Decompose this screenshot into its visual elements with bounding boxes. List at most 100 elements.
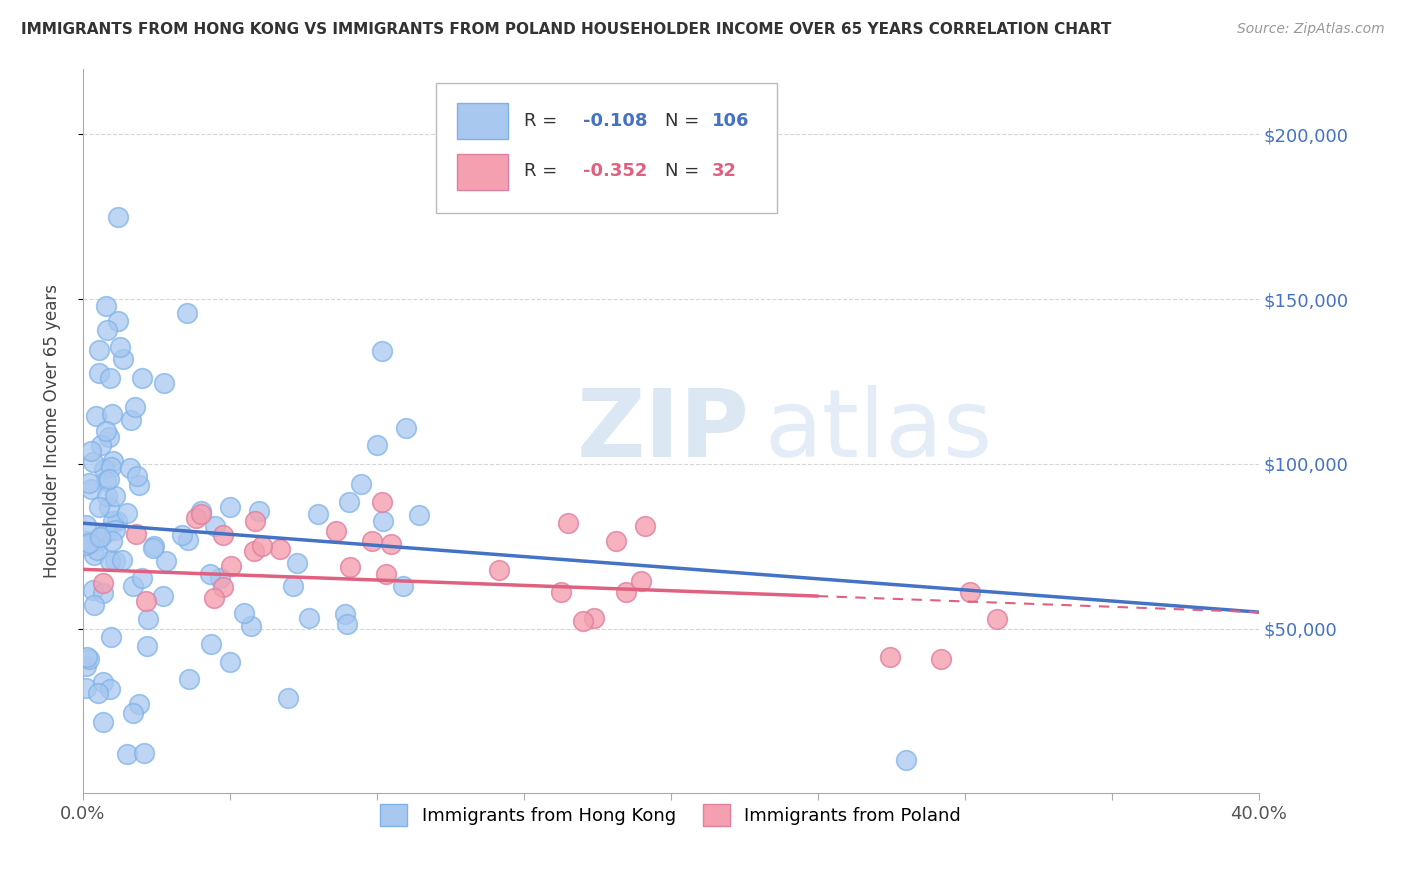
Point: [115, 747, 138, 761]
Point: [370, 344, 392, 359]
Point: [247, 504, 270, 518]
Text: 32: 32: [711, 162, 737, 180]
Text: atlas: atlas: [765, 385, 993, 477]
Point: [107, 210, 129, 224]
Point: [82, 582, 104, 597]
Point: [104, 523, 127, 537]
Point: [94, 474, 117, 488]
Point: [298, 611, 321, 625]
Point: [374, 567, 396, 582]
Point: [136, 640, 159, 654]
Point: [115, 506, 138, 520]
Point: [87, 686, 110, 700]
Point: [269, 541, 291, 556]
Point: [75, 658, 97, 673]
Point: [127, 468, 149, 483]
Point: [135, 593, 157, 607]
Point: [105, 514, 128, 528]
Point: [98, 500, 121, 515]
Point: [104, 489, 127, 503]
Point: [572, 614, 595, 628]
Text: -0.352: -0.352: [582, 162, 647, 180]
Point: [204, 518, 226, 533]
Point: [128, 478, 150, 492]
Point: [380, 536, 402, 550]
Point: [132, 746, 155, 760]
Point: [243, 514, 266, 528]
Point: [233, 607, 256, 621]
Point: [360, 534, 382, 549]
Point: [153, 376, 176, 390]
Point: [371, 514, 394, 528]
Point: [96, 525, 118, 540]
Point: [98, 429, 121, 443]
Point: [75, 681, 97, 696]
Point: [176, 306, 198, 320]
Point: [96, 323, 118, 337]
Point: [277, 691, 299, 706]
Point: [107, 314, 129, 328]
Point: [202, 591, 225, 605]
Point: [307, 507, 329, 521]
Text: Source: ZipAtlas.com: Source: ZipAtlas.com: [1237, 22, 1385, 37]
Point: [103, 454, 125, 468]
Point: [128, 697, 150, 711]
Point: [614, 585, 637, 599]
Text: N =: N =: [665, 162, 704, 180]
Y-axis label: Householder Income Over 65 years: Householder Income Over 65 years: [44, 284, 60, 578]
Point: [77, 475, 100, 490]
Point: [91, 674, 114, 689]
Point: [103, 514, 125, 528]
Point: [138, 612, 160, 626]
Point: [170, 528, 193, 542]
Point: [86, 409, 108, 424]
Point: [75, 517, 97, 532]
Point: [634, 519, 657, 533]
Text: 106: 106: [711, 112, 749, 129]
Point: [200, 637, 222, 651]
Point: [143, 539, 166, 553]
Point: [155, 554, 177, 568]
FancyBboxPatch shape: [457, 103, 509, 139]
Point: [80, 483, 103, 497]
Point: [350, 477, 373, 491]
Point: [177, 673, 200, 687]
Point: [218, 500, 240, 514]
Point: [281, 579, 304, 593]
Text: IMMIGRANTS FROM HONG KONG VS IMMIGRANTS FROM POLAND HOUSEHOLDER INCOME OVER 65 Y: IMMIGRANTS FROM HONG KONG VS IMMIGRANTS …: [21, 22, 1112, 37]
Point: [219, 558, 242, 573]
Point: [391, 579, 413, 593]
Point: [370, 495, 392, 509]
Point: [100, 460, 122, 475]
Point: [211, 528, 233, 542]
Point: [90, 529, 112, 543]
Point: [190, 504, 212, 518]
Point: [894, 753, 917, 767]
Point: [124, 400, 146, 414]
Point: [219, 655, 242, 669]
Point: [82, 455, 104, 469]
Point: [79, 444, 101, 458]
Text: R =: R =: [523, 162, 562, 180]
Point: [118, 460, 141, 475]
Point: [605, 533, 627, 548]
Point: [339, 495, 361, 509]
Point: [557, 516, 579, 531]
Point: [86, 534, 108, 549]
Point: [77, 652, 100, 666]
Point: [90, 438, 112, 452]
Point: [152, 589, 174, 603]
Point: [87, 500, 110, 514]
Point: [89, 530, 111, 544]
Point: [96, 299, 118, 313]
Point: [190, 507, 212, 521]
Point: [83, 598, 105, 612]
Point: [335, 607, 357, 621]
Point: [630, 574, 652, 588]
Point: [98, 370, 121, 384]
Point: [336, 616, 359, 631]
Point: [93, 461, 115, 475]
Point: [96, 489, 118, 503]
Point: [75, 539, 97, 553]
Point: [208, 571, 231, 585]
